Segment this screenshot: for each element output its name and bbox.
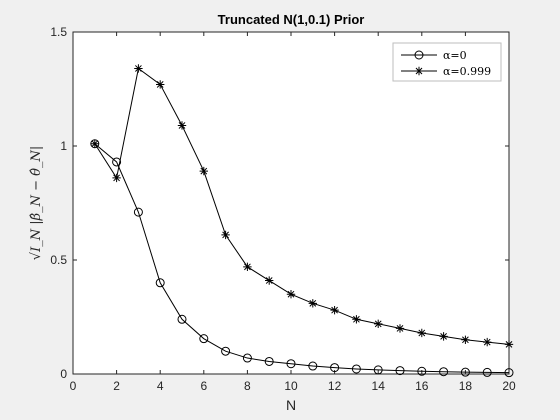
data-point — [199, 334, 209, 344]
x-tick-label: 20 — [502, 379, 516, 393]
data-point — [330, 363, 340, 373]
series-line — [94, 67, 510, 345]
data-point — [308, 299, 317, 308]
x-tick-label: 10 — [284, 379, 298, 393]
data-point — [221, 346, 231, 356]
axes: 0 2 4 6 8 10 12 14 16 18 20 0 0.5 1 1.5 — [50, 25, 516, 393]
data-point — [112, 157, 122, 167]
y-axis-label: √I_N |β̂_N − θ̂_N| — [29, 146, 44, 260]
x-tick-label: 0 — [70, 379, 77, 393]
data-point — [352, 315, 361, 324]
x-tick-label: 8 — [244, 379, 251, 393]
data-point — [439, 367, 449, 377]
x-tick-label: 2 — [113, 379, 120, 393]
data-point — [395, 366, 405, 376]
data-point — [242, 353, 252, 363]
data-point — [177, 121, 187, 130]
x-tick-label: 16 — [415, 379, 429, 393]
legend: α=0 α=0.999 — [392, 42, 502, 82]
x-tick-label: 12 — [328, 379, 342, 393]
data-point — [439, 332, 448, 341]
data-point — [483, 337, 492, 347]
y-tick-label: 1.5 — [50, 25, 67, 39]
y-tick-label: 0 — [60, 367, 67, 381]
data-point — [330, 305, 339, 315]
data-point — [112, 173, 121, 183]
data-point — [156, 80, 165, 89]
data-point — [351, 364, 361, 374]
y-tick-label: 1 — [60, 139, 67, 153]
data-point — [482, 367, 492, 377]
data-point — [417, 328, 426, 338]
data-point — [265, 276, 274, 285]
data-point — [155, 278, 165, 288]
y-tick-label: 0.5 — [50, 253, 67, 267]
x-tick-label: 6 — [200, 379, 207, 393]
data-point — [286, 359, 296, 369]
data-point — [460, 367, 470, 377]
legend-marker — [414, 66, 424, 76]
data-point — [373, 365, 383, 375]
series-0 — [90, 139, 514, 378]
series-1 — [90, 64, 514, 349]
data-point — [134, 64, 143, 73]
legend-label: α=0 — [443, 49, 467, 62]
data-point — [374, 319, 383, 329]
data-point — [264, 356, 274, 366]
legend-marker — [414, 50, 424, 60]
data-point — [395, 324, 405, 333]
legend-box — [392, 42, 502, 82]
data-point — [243, 262, 252, 272]
data-point — [308, 361, 318, 371]
data-point — [504, 368, 514, 378]
data-point — [221, 230, 230, 240]
data-point — [90, 139, 99, 148]
data-point — [504, 340, 514, 349]
x-tick-label: 14 — [372, 379, 386, 393]
chart-title: Truncated N(1,0.1) Prior — [218, 12, 365, 27]
x-tick-label: 4 — [157, 379, 164, 393]
series-layer — [90, 64, 514, 378]
data-point — [461, 335, 470, 344]
plot-area — [73, 32, 509, 374]
legend-label: α=0.999 — [443, 65, 491, 78]
data-point — [199, 166, 208, 176]
x-tick-label: 18 — [459, 379, 473, 393]
data-point — [177, 314, 187, 324]
x-axis-label: N — [286, 397, 296, 413]
data-point — [286, 290, 296, 299]
data-point — [133, 207, 143, 217]
data-point — [417, 366, 427, 376]
